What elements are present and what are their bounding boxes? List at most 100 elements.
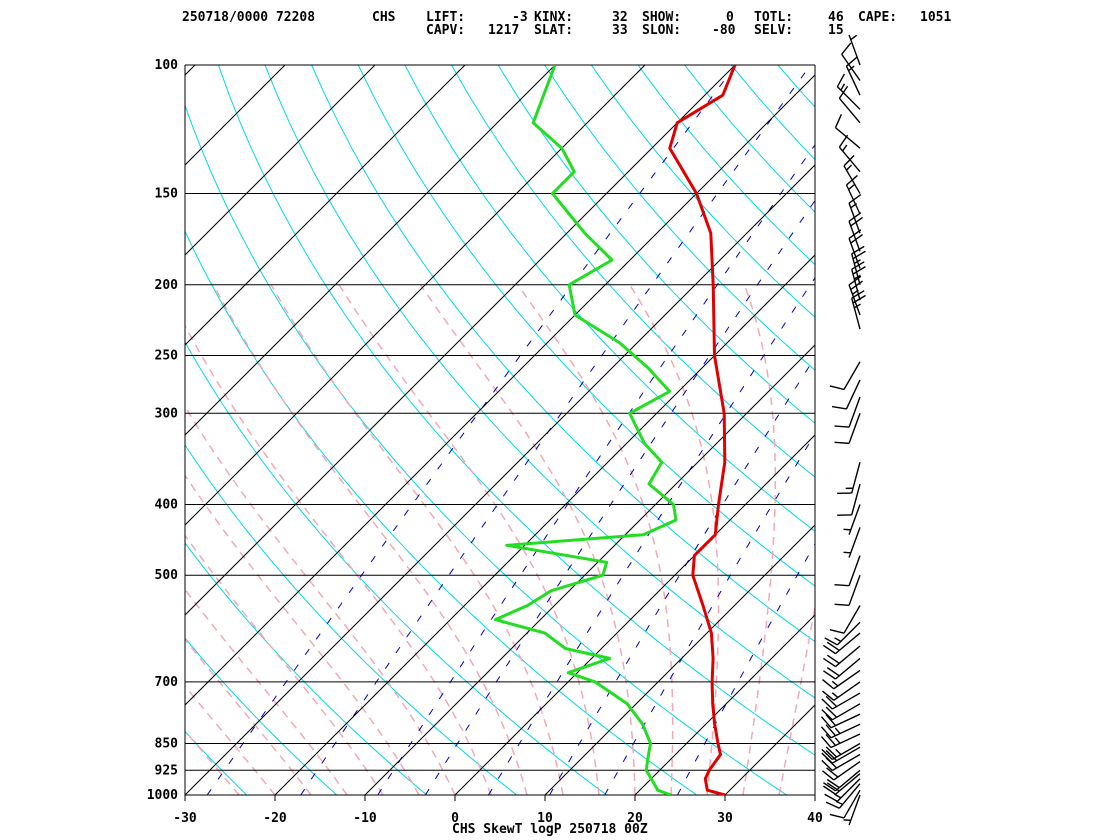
dry-adiabat-line xyxy=(185,637,338,795)
header-l2-slat_v: 33 xyxy=(612,23,628,38)
pressure-tick-label: 850 xyxy=(155,736,179,751)
wind-barb xyxy=(843,504,861,535)
profiles xyxy=(493,65,737,795)
header-l1-lift: LIFT: xyxy=(426,10,466,25)
dewpoint-profile-line xyxy=(493,65,678,795)
isotherm-line xyxy=(185,65,736,616)
wind-barb xyxy=(837,461,861,495)
wind-barb xyxy=(825,783,861,809)
wind-barb xyxy=(824,621,861,646)
dry-adiabat-line xyxy=(404,65,815,532)
wind-barb xyxy=(834,396,861,428)
dry-adiabat-line xyxy=(185,542,428,795)
header-l2-slat: SLAT: xyxy=(534,23,574,38)
header-l1-totl_v: 46 xyxy=(828,10,844,25)
moist-adiabat-line xyxy=(185,534,384,795)
wind-barb xyxy=(821,746,861,764)
isotherm-line xyxy=(185,74,815,706)
temperature-tick-label: -20 xyxy=(263,811,287,826)
wind-barb xyxy=(829,789,861,819)
wind-barb xyxy=(821,692,861,710)
dry-adiabat-line xyxy=(544,65,815,371)
header-l2-slon_v: -80 xyxy=(712,23,736,38)
wind-barb xyxy=(820,723,861,739)
isotherm-line xyxy=(0,65,15,795)
chart-footer: CHS SkewT logP 250718 00Z xyxy=(452,822,648,837)
mixing-ratio-line xyxy=(604,433,815,795)
moist-adiabat-line xyxy=(212,284,528,795)
dry-adiabat-line xyxy=(185,341,608,795)
temperature-tick-label: -10 xyxy=(353,811,377,826)
dry-adiabat-line xyxy=(311,65,815,643)
wind-barb xyxy=(820,733,861,749)
moist-adiabat-line xyxy=(185,588,348,795)
temperature-tick-label: 30 xyxy=(717,811,733,826)
moist-adiabat-line xyxy=(419,284,636,795)
temperature-tick-label: 0 xyxy=(451,811,459,826)
temperature-tick-label: -30 xyxy=(173,811,197,826)
header-l1-cape: CAPE: xyxy=(858,10,898,25)
header-l1-lift_v: -3 xyxy=(512,10,528,25)
pressure-tick-label: 400 xyxy=(155,498,179,513)
dry-adiabat-line xyxy=(185,103,788,795)
wind-barbs xyxy=(820,34,866,826)
wind-barb xyxy=(834,114,861,149)
wind-barb xyxy=(822,669,861,690)
pressure-tick-label: 700 xyxy=(155,675,179,690)
wind-barb xyxy=(834,413,861,445)
temperature-profile-line xyxy=(668,65,737,795)
moist-adiabat-line xyxy=(185,473,420,795)
isotherm-line xyxy=(454,434,815,795)
dry-adiabat-line xyxy=(185,730,248,795)
moist-adiabat-line xyxy=(270,284,564,795)
plot-frame xyxy=(184,64,816,796)
wind-barb xyxy=(848,34,861,66)
moist-adiabat-line xyxy=(185,729,240,795)
mixing-ratio-line xyxy=(300,65,812,795)
moist-adiabat-line xyxy=(742,284,777,795)
wind-barb xyxy=(823,769,861,792)
wind-barb xyxy=(821,703,861,721)
isotherm-line xyxy=(364,344,815,795)
isotherm-line xyxy=(724,704,815,795)
temperature-tick-label: 40 xyxy=(807,811,823,826)
wind-barb xyxy=(824,778,861,802)
header-l1-stn: CHS xyxy=(372,10,396,25)
dry-adiabat-line xyxy=(451,65,815,478)
isotherm-line xyxy=(544,524,815,795)
temperature-tick-label: 10 xyxy=(537,811,553,826)
wind-barb xyxy=(843,527,861,558)
wind-barb xyxy=(829,361,861,391)
isotherm-line xyxy=(185,65,556,436)
header-l2-selv: SELV: xyxy=(754,23,794,38)
pressure-tick-label: 1000 xyxy=(147,788,178,803)
header-l1-kinx_v: 32 xyxy=(612,10,628,25)
isotherm-line xyxy=(185,164,815,795)
wind-barb xyxy=(841,42,861,81)
moist-adiabat-line xyxy=(185,684,276,795)
dry-adiabat-line xyxy=(871,65,1120,811)
dry-adiabat-line xyxy=(824,65,1120,811)
moist-adiabat-line xyxy=(185,324,492,795)
isotherm-line xyxy=(185,65,376,256)
dry-adiabat-line xyxy=(1011,65,1120,811)
wind-barb xyxy=(843,794,861,826)
header-l1-kinx: KINX: xyxy=(534,10,574,25)
header-l2-slon: SLON: xyxy=(642,23,682,38)
moist-adiabat-line xyxy=(185,405,456,795)
header-l1-id: 250718/0000 72208 xyxy=(182,10,316,25)
moist-adiabat-line xyxy=(778,602,815,795)
dry-adiabat-line xyxy=(918,65,1120,811)
isotherm-line xyxy=(814,794,815,795)
wind-barb xyxy=(845,56,861,96)
header-l1-cape_v: 1051 xyxy=(920,10,952,25)
dry-adiabat-line xyxy=(730,65,815,161)
isotherm-line xyxy=(274,254,815,795)
moist-adiabat-line xyxy=(517,284,674,795)
wind-barb xyxy=(836,73,861,110)
wind-barb xyxy=(820,713,861,729)
dry-adiabat-line xyxy=(357,65,815,587)
dry-adiabat-line xyxy=(185,230,698,795)
wind-barb xyxy=(834,575,861,607)
wind-barb xyxy=(823,632,861,655)
